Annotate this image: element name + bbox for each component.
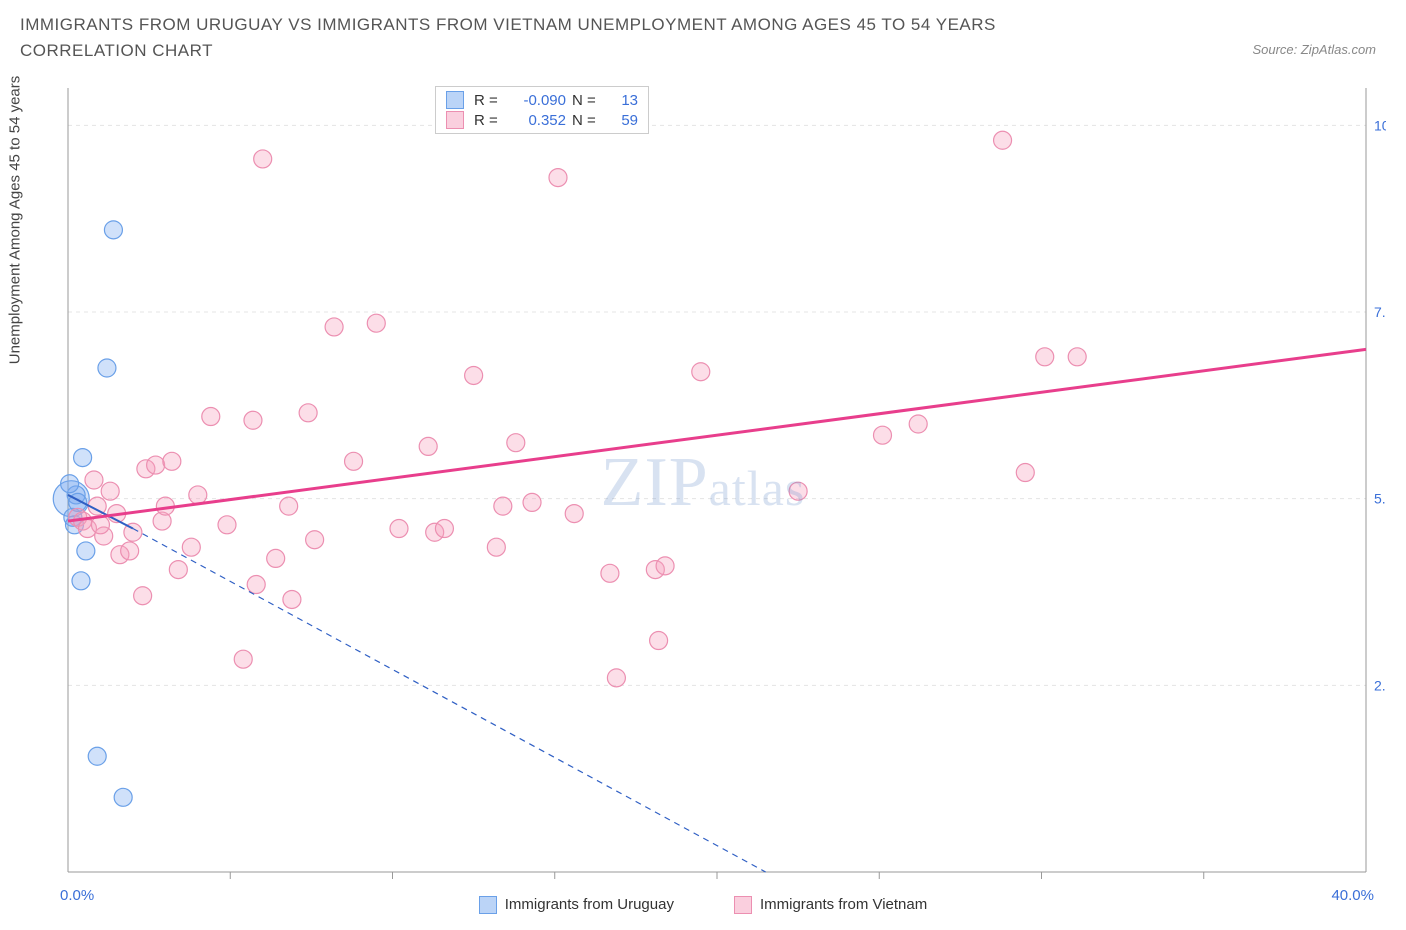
svg-text:7.5%: 7.5% <box>1374 304 1386 320</box>
legend-r-uruguay: -0.090 <box>504 92 566 109</box>
legend-label-n2: N = <box>566 112 602 129</box>
legend-swatch-icon <box>734 896 752 914</box>
y-axis-label: Unemployment Among Ages 45 to 54 years <box>7 76 24 365</box>
legend-label-n: N = <box>566 92 602 109</box>
scatter-chart: 2.5%5.0%7.5%10.0%0.0%40.0% <box>20 80 1386 920</box>
legend-swatch-icon <box>479 896 497 914</box>
legend-n-uruguay: 13 <box>602 92 638 109</box>
legend-swatch-uruguay <box>446 91 464 109</box>
source-attribution: Source: ZipAtlas.com <box>1252 12 1386 57</box>
chart-title: IMMIGRANTS FROM URUGUAY VS IMMIGRANTS FR… <box>20 12 1120 63</box>
series-legend: Immigrants from Uruguay Immigrants from … <box>20 896 1386 914</box>
svg-text:2.5%: 2.5% <box>1374 677 1386 693</box>
legend-n-vietnam: 59 <box>602 112 638 129</box>
legend-swatch-vietnam <box>446 111 464 129</box>
legend-label-r: R = <box>468 92 504 109</box>
legend-r-vietnam: 0.352 <box>504 112 566 129</box>
legend-item-vietnam: Immigrants from Vietnam <box>734 896 927 914</box>
chart-area: Unemployment Among Ages 45 to 54 years Z… <box>20 80 1386 920</box>
legend-label-r2: R = <box>468 112 504 129</box>
correlation-legend: R = -0.090 N = 13 R = 0.352 N = 59 <box>435 86 649 134</box>
svg-text:10.0%: 10.0% <box>1374 117 1386 133</box>
chart-header: IMMIGRANTS FROM URUGUAY VS IMMIGRANTS FR… <box>0 0 1406 63</box>
svg-text:5.0%: 5.0% <box>1374 491 1386 507</box>
legend-item-uruguay: Immigrants from Uruguay <box>479 896 674 914</box>
